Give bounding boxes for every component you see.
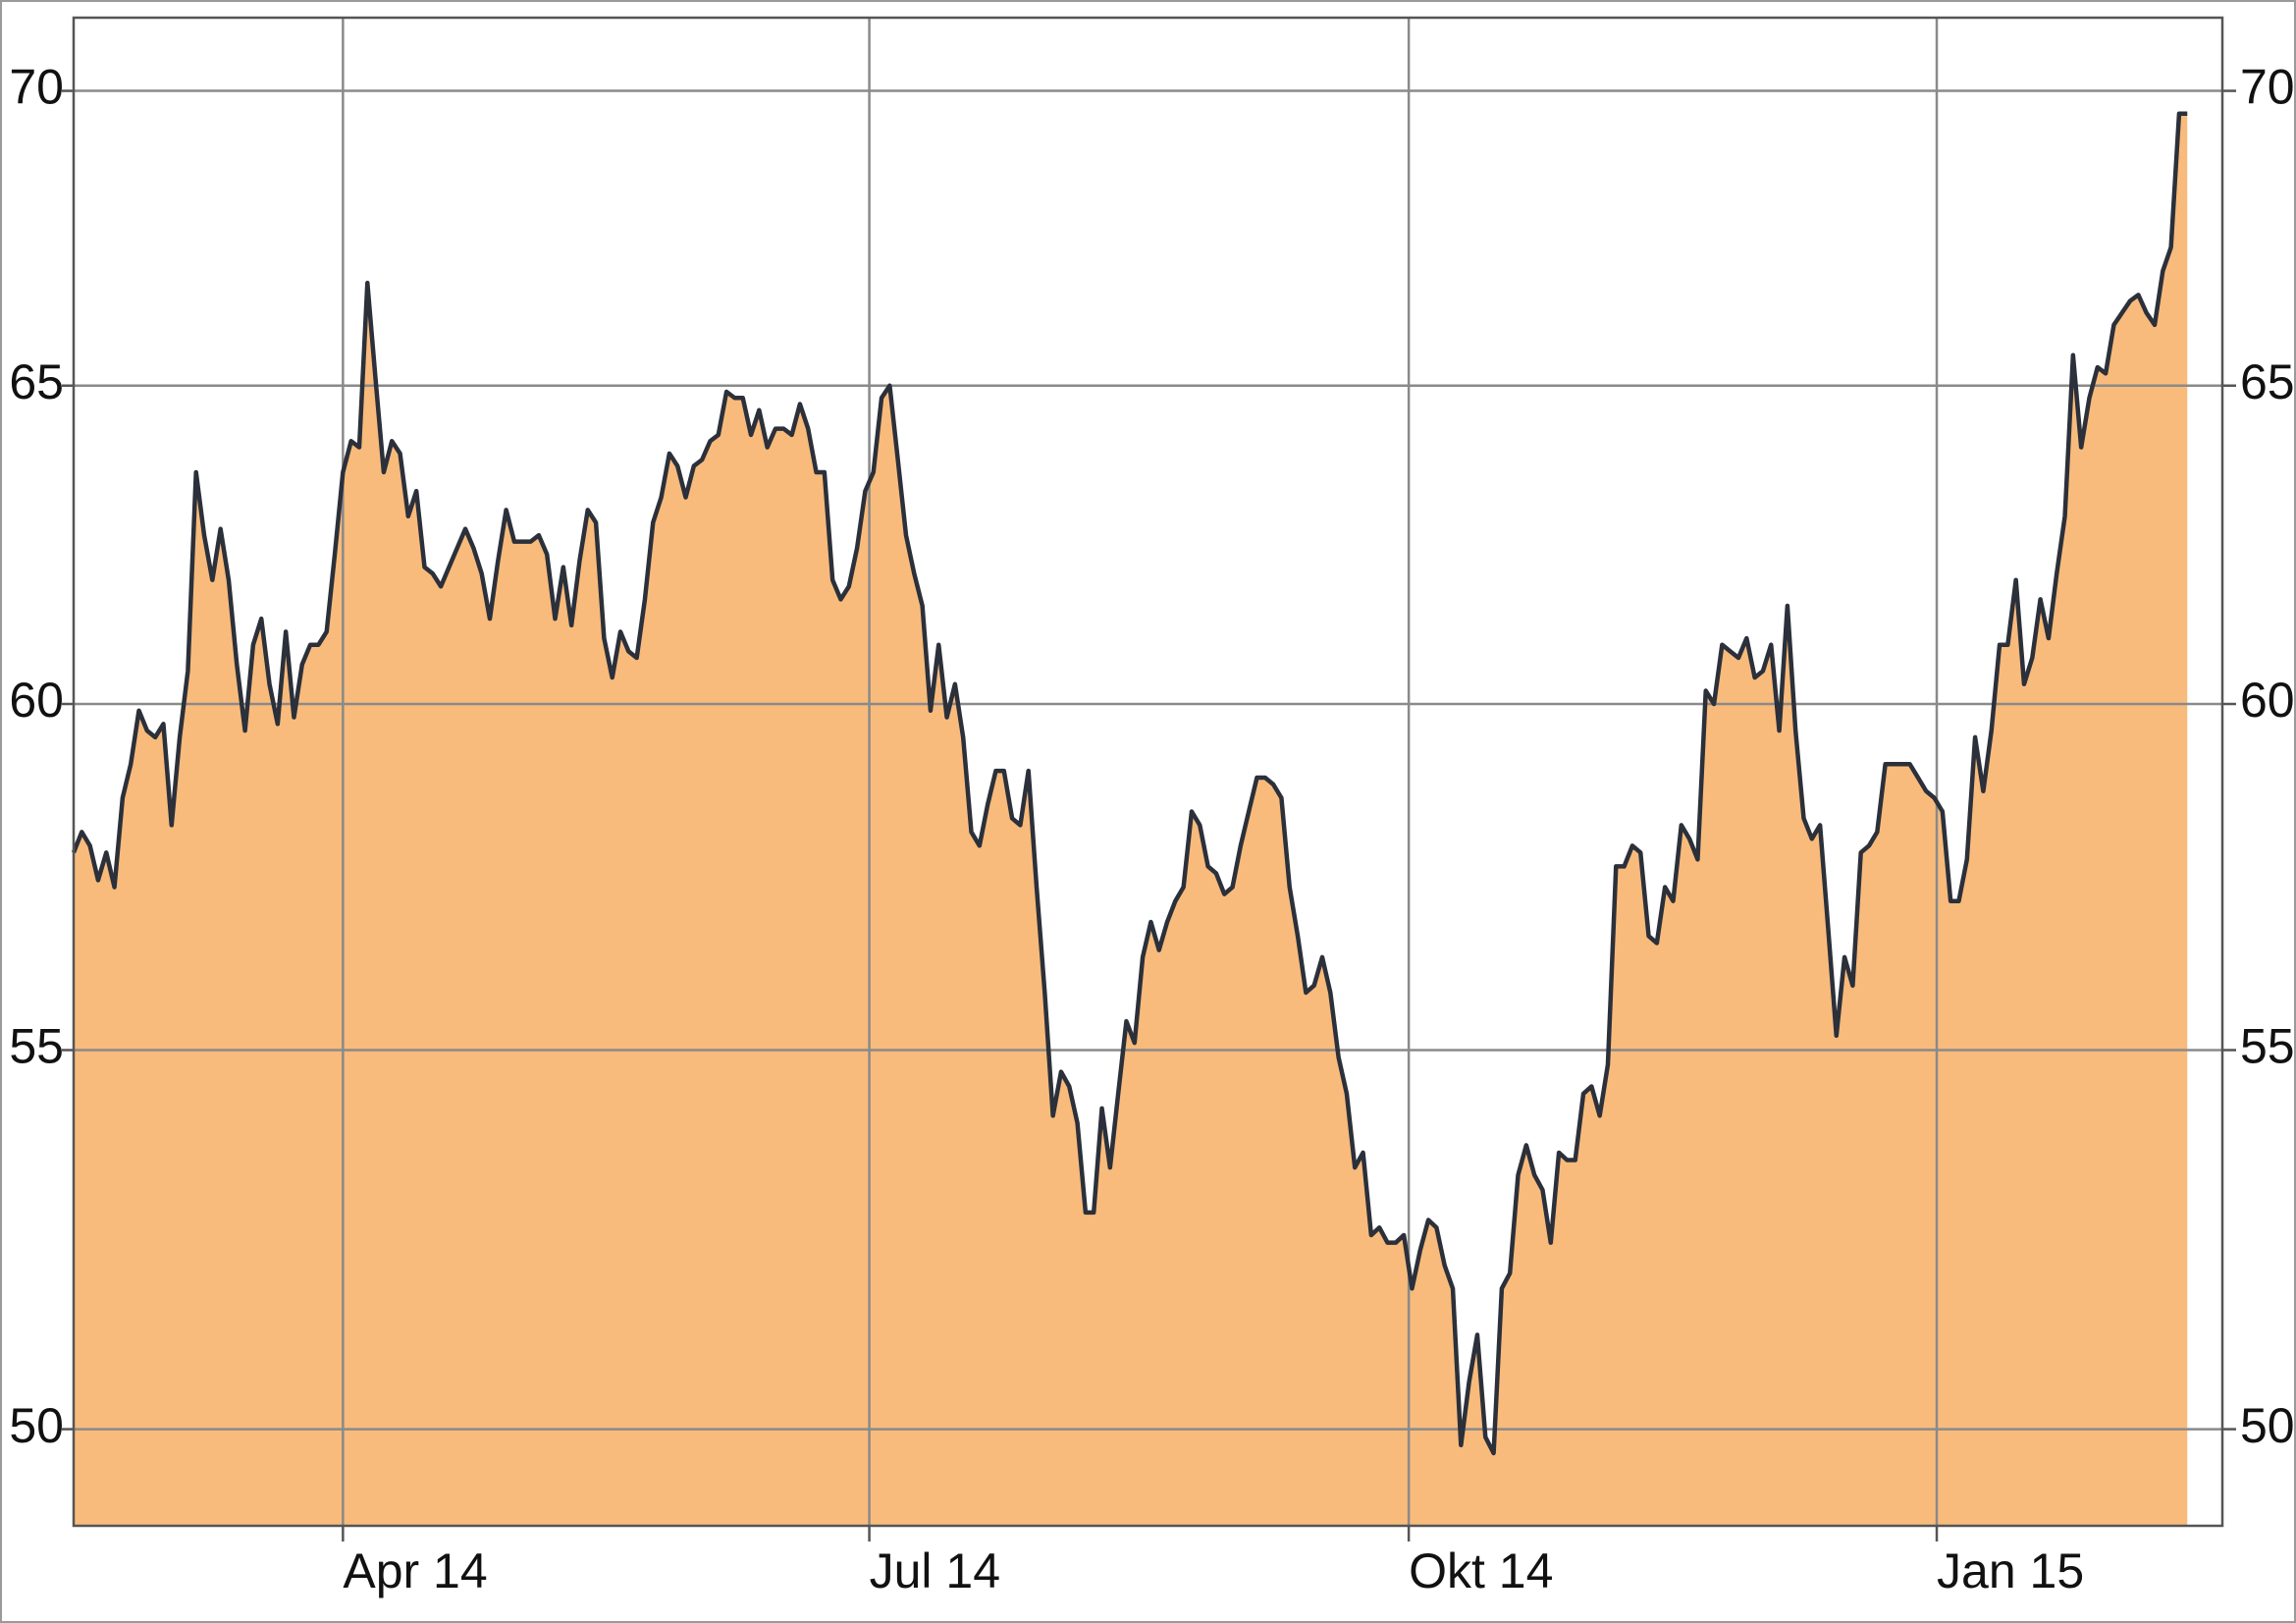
y-tick-label: 70 (9, 60, 64, 115)
x-tick-label: Okt 14 (1409, 1543, 1553, 1598)
y-tick-label: 65 (9, 354, 64, 409)
y-tick-label: 55 (9, 1019, 64, 1074)
area (74, 113, 2188, 1526)
y2-tick-label: 65 (2240, 354, 2295, 409)
y2-tick-label: 60 (2240, 673, 2295, 728)
x-tick-label: Jan 15 (1937, 1543, 2084, 1598)
y-tick-label: 60 (9, 673, 64, 728)
x-tick-label: Jul 14 (870, 1543, 1000, 1598)
y2-tick-label: 50 (2240, 1398, 2295, 1453)
y-tick-label: 50 (9, 1398, 64, 1453)
y2-tick-label: 70 (2240, 60, 2295, 115)
x-tick-label: Apr 14 (343, 1543, 487, 1598)
y2-tick-label: 55 (2240, 1019, 2295, 1074)
plot-border (72, 16, 2224, 1528)
line (71, 111, 2188, 1456)
